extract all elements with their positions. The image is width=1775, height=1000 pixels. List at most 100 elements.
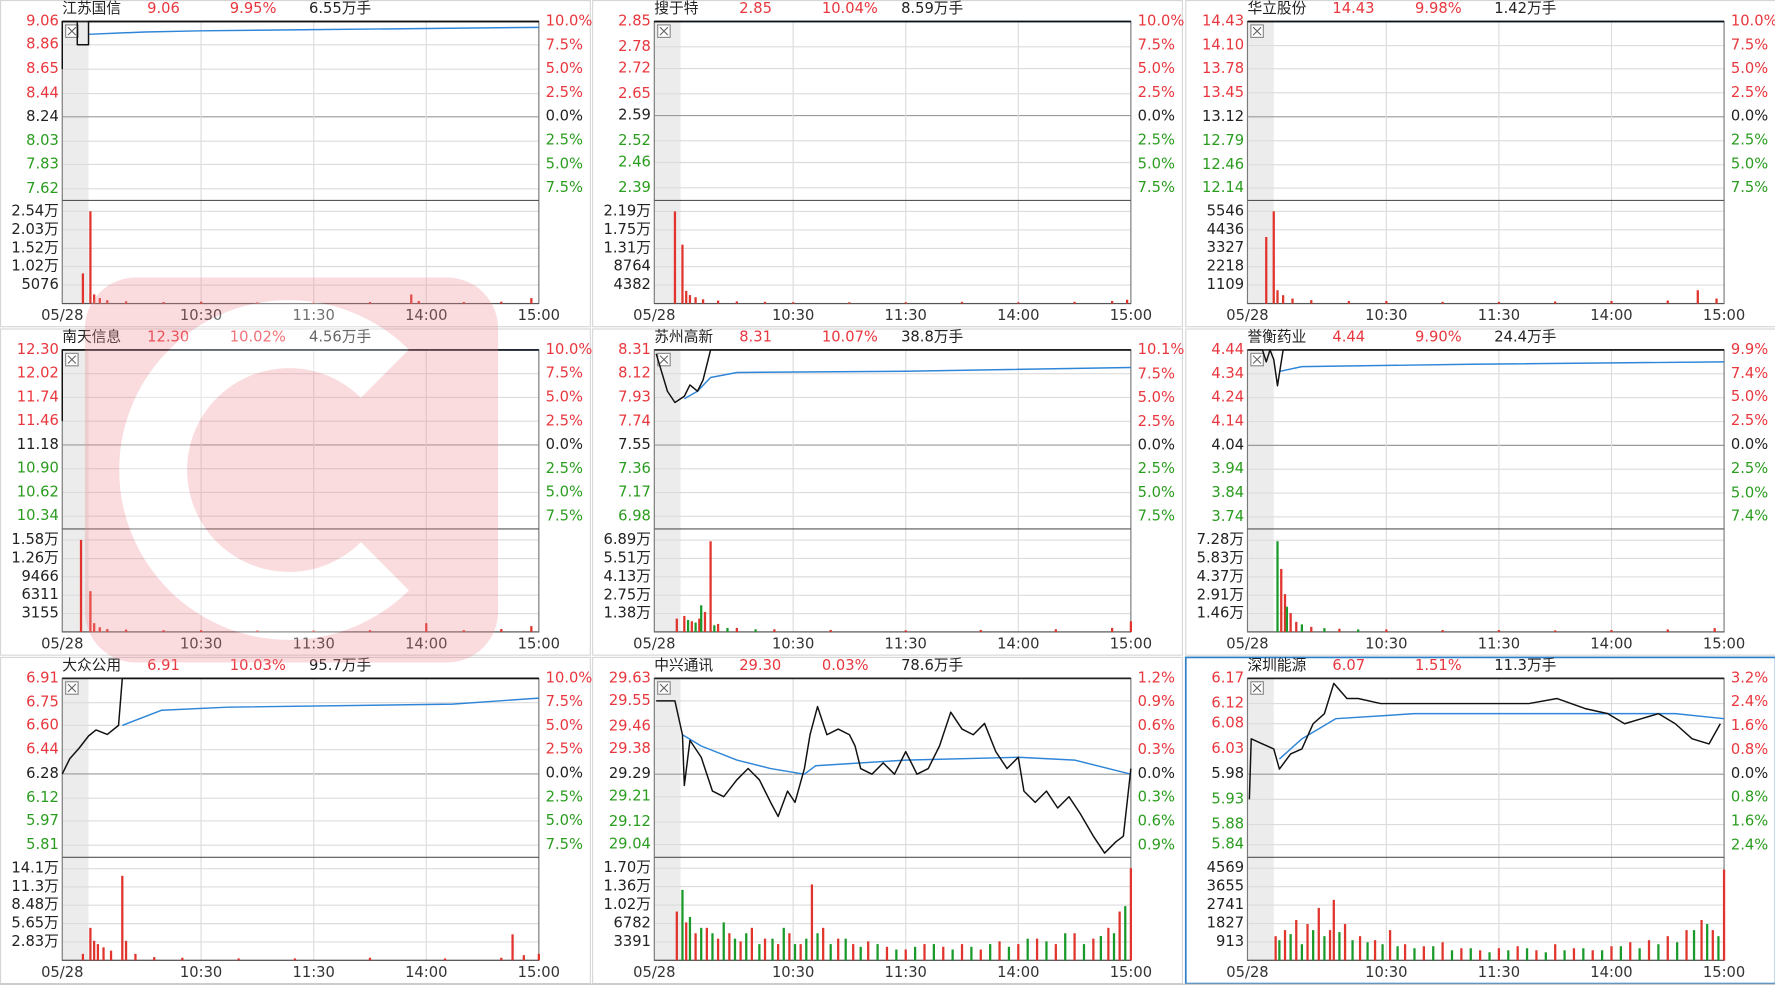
volume-bar: [750, 927, 754, 961]
last-price: 9.06: [147, 0, 180, 17]
y-tick-label: 4.04: [1211, 436, 1244, 453]
x-tick-label: 10:30: [180, 307, 222, 324]
y2-tick-label: 7.5%: [546, 508, 583, 525]
auction-zone: [1247, 21, 1274, 304]
y-tick-label: 2.59: [618, 107, 651, 124]
panel-border: [1185, 0, 1775, 328]
volume-bar: [1099, 935, 1102, 961]
volume-bar: [1381, 944, 1384, 961]
price-line: [1249, 349, 1725, 387]
volume-bar: [686, 619, 690, 632]
volume-bar: [1343, 924, 1347, 961]
y2-tick-label: 0.0%: [1731, 436, 1768, 453]
volume-bar: [1054, 944, 1057, 961]
last-price: 14.43: [1332, 0, 1374, 17]
volume-bar: [1647, 940, 1651, 961]
y-tick-label: 2.65: [618, 85, 651, 102]
x-tick-label: 10:30: [772, 307, 814, 324]
price-line: [61, 349, 539, 422]
volume-bar: [1692, 930, 1696, 961]
volume-bar: [1460, 948, 1463, 961]
y2-tick-label: 5.0%: [546, 60, 583, 77]
x-tick-label: 05/28: [41, 964, 83, 981]
y2-tick-label: 0.6%: [1138, 717, 1175, 734]
volume-tick-label: 5546: [1207, 202, 1244, 219]
y2-tick-label: 10.0%: [1138, 13, 1185, 30]
volume-tick-label: 1827: [1207, 915, 1244, 932]
volume-tick-label: 8.48万: [11, 896, 58, 913]
y-tick-label: 6.75: [26, 694, 59, 711]
x-tick-label: 14:00: [997, 635, 1039, 652]
close-cross: [1252, 26, 1262, 36]
volume-bar: [711, 933, 714, 961]
y-tick-label: 29.63: [609, 669, 651, 686]
volume-total: 6.55万手: [309, 0, 371, 17]
volume-bar: [904, 630, 907, 632]
y-tick-label: 6.17: [1211, 669, 1244, 686]
y2-tick-label: 2.5%: [546, 460, 583, 477]
auction-zone: [62, 678, 89, 961]
y2-tick-label: 0.0%: [1731, 765, 1768, 782]
x-tick-label: 14:00: [405, 635, 447, 652]
y-tick-label: 2.78: [618, 38, 651, 55]
volume-bar: [1300, 944, 1304, 961]
volume-bar: [1554, 630, 1557, 632]
y2-tick-label: 1.2%: [1138, 669, 1175, 686]
y2-tick-label: 5.0%: [546, 389, 583, 406]
change-pct: 0.03%: [822, 657, 869, 674]
volume-bar: [867, 941, 870, 961]
volume-bar: [700, 927, 703, 961]
stock-name: 南天信息: [62, 328, 121, 345]
volume-bar: [1441, 942, 1444, 961]
x-tick-label: 15:00: [1110, 635, 1152, 652]
change-pct: 10.02%: [230, 328, 286, 345]
volume-bar: [1338, 628, 1341, 632]
price-line: [655, 349, 1131, 404]
volume-bar: [792, 302, 795, 304]
volume-tick-label: 5076: [21, 276, 58, 293]
volume-bar: [1291, 298, 1294, 304]
volume-bar: [1265, 237, 1268, 304]
volume-bar: [913, 946, 917, 961]
volume-tick-label: 4436: [1207, 221, 1244, 238]
panel-border: [0, 0, 591, 328]
volume-bar: [799, 944, 802, 961]
volume-bar: [1358, 936, 1362, 961]
volume-bar: [102, 947, 105, 961]
y-tick-label: 6.60: [26, 716, 59, 733]
volume-bar: [1323, 936, 1326, 961]
y-tick-label: 12.30: [17, 341, 59, 358]
close-cross: [67, 26, 77, 36]
y-tick-label: 7.36: [618, 460, 651, 477]
volume-tick-label: 1.46万: [1197, 605, 1244, 622]
volume-bar: [1045, 941, 1048, 961]
volume-tick-label: 2218: [1207, 258, 1244, 275]
volume-bar: [1722, 869, 1726, 961]
y2-tick-label: 0.0%: [1138, 108, 1175, 125]
y2-tick-label: 7.5%: [1731, 36, 1768, 53]
x-tick-label: 05/28: [41, 635, 83, 652]
volume-bar: [181, 957, 184, 961]
volume-bar: [443, 958, 447, 961]
volume-bar: [1525, 948, 1529, 961]
volume-total: 11.3万手: [1494, 657, 1556, 674]
close-cross: [1252, 683, 1262, 693]
y-tick-label: 8.03: [26, 132, 59, 149]
volume-bar: [1657, 944, 1660, 961]
y-tick-label: 8.31: [618, 341, 651, 358]
volume-bar: [675, 911, 678, 961]
volume-bar: [1422, 946, 1425, 961]
x-tick-label: 15:00: [1110, 307, 1152, 324]
volume-bar: [1572, 948, 1576, 961]
y2-tick-label: 7.4%: [1731, 365, 1768, 382]
volume-bar: [1366, 942, 1369, 961]
y-tick-label: 5.98: [1211, 765, 1244, 782]
stock-panel: 6.91 6.75 6.60 6.44 6.28 6.12 5.97 5.81 10.0% 7.5…: [0, 656, 592, 985]
volume-bar: [1666, 629, 1669, 632]
volume-tick-label: 3155: [21, 605, 58, 622]
volume-bar: [134, 953, 137, 961]
y-tick-label: 6.44: [26, 741, 59, 758]
y2-tick-label: 2.5%: [1731, 84, 1768, 101]
